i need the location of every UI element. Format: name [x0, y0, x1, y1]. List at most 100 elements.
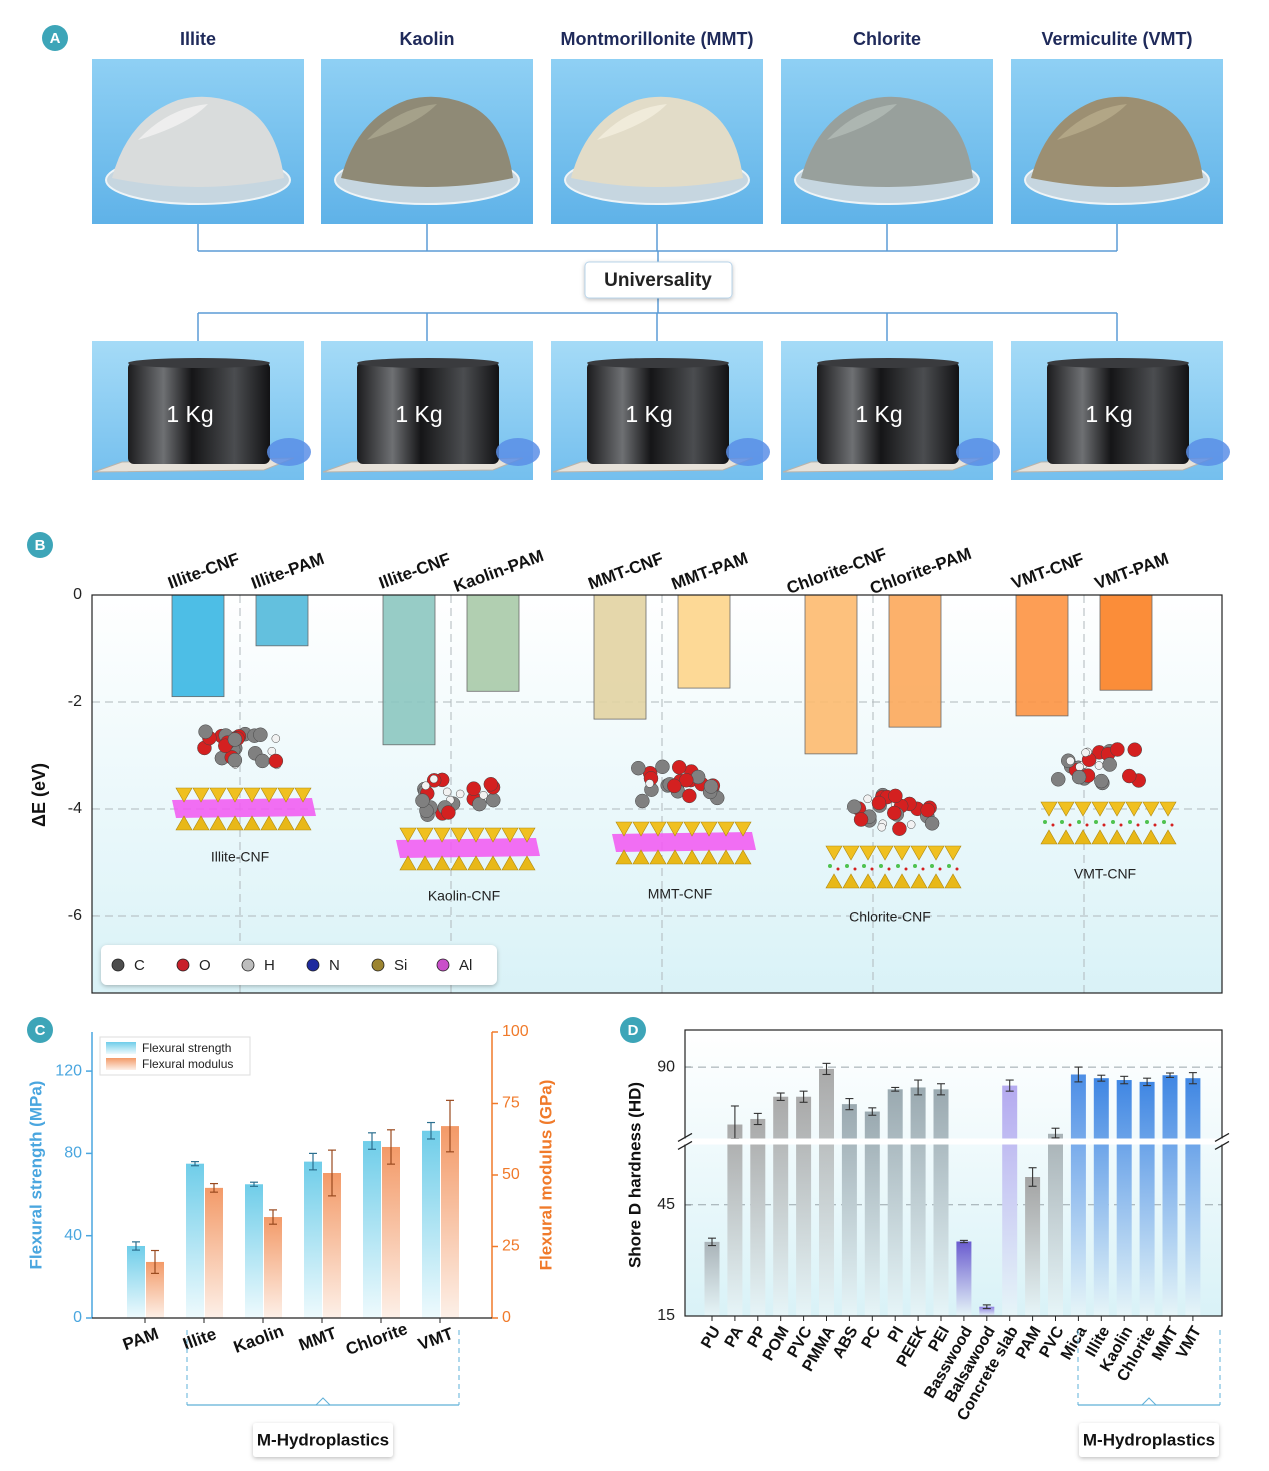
bar	[382, 594, 436, 746]
bar	[1116, 1080, 1132, 1316]
si-tetra	[842, 845, 860, 861]
x-tick-label: PI	[885, 1324, 907, 1346]
interlayer-atom	[913, 864, 917, 868]
si-tetra	[876, 845, 894, 861]
interlayer-atom	[1153, 823, 1157, 827]
panel-label: C	[35, 1022, 46, 1039]
si-tetra	[1142, 829, 1160, 845]
bar	[323, 1172, 341, 1318]
structure-illustration	[825, 787, 962, 889]
error-bar	[132, 1241, 140, 1251]
si-tetra	[927, 845, 945, 861]
atom	[255, 753, 270, 769]
error-bar	[210, 1182, 218, 1193]
weight-top	[587, 358, 729, 368]
si-tetra	[416, 827, 434, 843]
si-tetra	[243, 815, 261, 831]
weight-label: 1 Kg	[395, 401, 442, 427]
atom	[863, 794, 872, 804]
structure-label: Chlorite-CNF	[849, 909, 931, 925]
interlayer-atom	[836, 867, 840, 871]
atom	[924, 816, 940, 831]
y-tick-label: -4	[68, 800, 82, 817]
weight-label: 1 Kg	[1085, 401, 1132, 427]
atom	[635, 793, 650, 809]
atom	[472, 796, 487, 812]
atom	[441, 805, 456, 820]
powder-highlight	[597, 104, 667, 140]
atom	[429, 774, 439, 784]
axis-break-mark	[1214, 1132, 1230, 1143]
powder-pile	[801, 96, 973, 187]
al-layer	[396, 838, 540, 858]
error-bar	[959, 1239, 968, 1244]
si-tetra	[1159, 801, 1177, 817]
si-tetra	[893, 873, 911, 889]
error-bar	[1166, 1072, 1174, 1078]
si-tetra	[1142, 801, 1160, 817]
y-tick-label: 80	[64, 1145, 82, 1162]
si-tetra	[260, 787, 278, 803]
si-tetra	[277, 815, 295, 831]
error-bar	[1051, 1127, 1060, 1139]
si-tetra	[615, 821, 633, 837]
interlayer-atom	[1051, 823, 1055, 827]
bar	[441, 1126, 459, 1318]
y-axis-title: ΔE (eV)	[29, 763, 49, 827]
atom	[655, 759, 670, 775]
atom	[847, 799, 862, 814]
bar	[1002, 1085, 1018, 1316]
y-tick-label: 45	[657, 1196, 675, 1213]
bar	[255, 594, 309, 647]
si-tetra	[192, 787, 210, 803]
si-tetra	[501, 827, 519, 843]
structure-illustration	[172, 724, 316, 831]
panel-label: A	[50, 30, 61, 47]
interlayer-atom	[1170, 823, 1174, 827]
interlayer-atom	[1162, 820, 1166, 824]
bar	[750, 1118, 766, 1316]
atom	[920, 802, 935, 818]
si-tetra	[734, 821, 752, 837]
weight-body	[357, 362, 499, 464]
axis-break-band	[683, 1138, 1224, 1145]
atom	[888, 788, 903, 804]
si-tetra	[1074, 829, 1092, 845]
atom	[679, 772, 694, 788]
error-bar	[250, 1181, 258, 1187]
si-tetra	[876, 873, 894, 889]
si-tetra	[518, 827, 536, 843]
bar	[363, 1141, 381, 1318]
atom	[486, 792, 501, 808]
weight-label: 1 Kg	[855, 401, 902, 427]
bar	[727, 1124, 743, 1316]
atom	[483, 776, 499, 792]
si-tetra	[1074, 801, 1092, 817]
interlayer-atom	[930, 864, 934, 868]
atom	[853, 812, 869, 827]
atom-swatch	[111, 958, 125, 972]
weight-label: 1 Kg	[625, 401, 672, 427]
powder-highlight	[1057, 104, 1127, 140]
si-tetra	[277, 787, 295, 803]
interlayer-atom	[1111, 820, 1115, 824]
material-label: Vermiculite (VMT)	[1041, 29, 1192, 49]
error-bar	[1120, 1075, 1129, 1085]
y-tick-label: 15	[657, 1307, 675, 1324]
bar	[186, 1163, 204, 1318]
si-tetra	[416, 855, 434, 871]
weight-top	[1047, 358, 1189, 368]
atom	[1127, 742, 1142, 757]
interlayer-atom	[887, 867, 891, 871]
y2-tick-label: 0	[502, 1309, 511, 1326]
interlayer-atom	[1094, 820, 1098, 824]
bar	[304, 1161, 322, 1318]
interlayer-atom	[862, 864, 866, 868]
si-tetra	[666, 821, 684, 837]
weight-label: 1 Kg	[166, 401, 213, 427]
si-tetra	[450, 855, 468, 871]
interlayer-atom	[1145, 820, 1149, 824]
si-tetra	[1125, 801, 1143, 817]
si-tetra	[209, 787, 227, 803]
bar	[841, 1104, 857, 1316]
